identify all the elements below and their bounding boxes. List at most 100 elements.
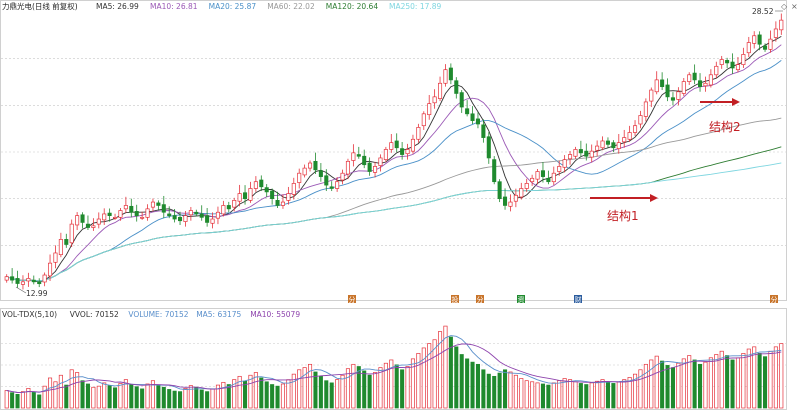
volume-bar-down xyxy=(167,389,172,409)
candle-down xyxy=(107,212,112,216)
volume-bar-down xyxy=(140,388,145,409)
volume-bar-up xyxy=(687,355,692,409)
candle-down xyxy=(31,279,36,283)
candle-up xyxy=(719,59,724,65)
candle-up xyxy=(221,205,226,215)
candle-down xyxy=(584,150,589,157)
candle-down xyxy=(15,278,20,284)
volume-bar-up xyxy=(719,350,724,409)
legend-item: MA60: 22.02 xyxy=(267,2,315,11)
candle-up xyxy=(779,19,784,31)
volume-bar-up xyxy=(389,359,394,409)
volume-bar-up xyxy=(291,373,296,409)
legend-item: VVOL: 70152 xyxy=(70,310,119,319)
candle-down xyxy=(324,175,329,186)
volume-bar-up xyxy=(123,379,128,409)
candle-down xyxy=(172,215,177,220)
candle-up xyxy=(562,159,567,168)
volume-bar-down xyxy=(356,366,361,409)
chart-title: 力鼎光电(日线 前复权) xyxy=(2,1,78,11)
event-marker-label: 分 xyxy=(349,295,356,304)
volume-bar-down xyxy=(492,375,497,409)
ma20-line xyxy=(6,60,782,282)
volume-bar-down xyxy=(665,365,670,409)
candle-down xyxy=(540,170,545,177)
volume-bars xyxy=(4,325,784,409)
candle-down xyxy=(270,190,275,200)
event-marker-label: 分 xyxy=(477,295,484,304)
restore-icon[interactable]: ◇ xyxy=(781,2,788,11)
candle-up xyxy=(752,35,757,44)
volume-bar-down xyxy=(448,336,453,409)
candle-up xyxy=(237,193,242,202)
event-marker xyxy=(476,295,484,303)
candle-down xyxy=(465,108,470,115)
svg-text:结构1: 结构1 xyxy=(607,208,639,223)
candle-down xyxy=(275,200,280,206)
volume-bar-up xyxy=(26,387,31,409)
volume-bar-down xyxy=(611,383,616,409)
candle-up xyxy=(687,74,692,82)
volume-bar-down xyxy=(481,369,486,409)
volume-bar-down xyxy=(459,354,464,409)
volume-bar-down xyxy=(546,384,551,409)
volume-bar-down xyxy=(243,380,248,409)
volume-bar-down xyxy=(129,384,134,409)
volume-bar-down xyxy=(503,369,508,409)
candle-up xyxy=(654,79,659,93)
candle-down xyxy=(665,84,670,98)
volume-bar-up xyxy=(703,361,708,409)
volume-grid xyxy=(1,343,786,387)
volume-bar-up xyxy=(183,387,188,409)
candle-up xyxy=(145,208,150,218)
candle-up xyxy=(600,140,605,149)
volume-bar-down xyxy=(264,381,269,409)
candle-up xyxy=(389,142,394,150)
event-marker-label: 资 xyxy=(518,295,525,304)
event-marker xyxy=(574,295,582,303)
candle-up xyxy=(405,149,410,155)
volume-bar-up xyxy=(714,354,719,409)
candle-down xyxy=(362,155,367,166)
candle-up xyxy=(113,216,118,219)
close-icon[interactable]: × xyxy=(791,2,798,11)
candle-up xyxy=(551,172,556,183)
candle-down xyxy=(578,149,583,154)
volume-bar-down xyxy=(394,364,399,409)
volume-bar-up xyxy=(622,379,627,409)
candle-up xyxy=(91,225,96,228)
volume-bar-down xyxy=(156,384,161,409)
candle-up xyxy=(183,215,188,222)
volume-legend: VOL-TDX(5,10) VVOL: 70152 VOLUME: 70152 MA5… xyxy=(2,310,300,319)
volume-bar-up xyxy=(280,383,285,409)
legend-item: VOL-TDX(5,10) xyxy=(2,310,57,319)
volume-bar-up xyxy=(427,343,432,409)
candle-up xyxy=(622,137,627,143)
volume-bar-down xyxy=(324,380,329,409)
volume-bar-up xyxy=(188,385,193,409)
candle-up xyxy=(4,276,9,281)
volume-bar-up xyxy=(150,380,155,409)
candle-up xyxy=(75,215,80,226)
candle-down xyxy=(470,113,475,121)
volume-bar-up xyxy=(752,346,757,409)
volume-bar-down xyxy=(205,391,210,409)
candle-up xyxy=(280,201,285,206)
volume-bar-up xyxy=(210,388,215,409)
event-marker-label: 财 xyxy=(575,295,582,304)
candle-down xyxy=(730,61,735,69)
legend-item: VOLUME: 70152 xyxy=(128,310,188,319)
volume-bar-up xyxy=(633,373,638,409)
volume-bar-up xyxy=(42,385,47,409)
candle-up xyxy=(42,274,47,283)
volume-bar-up xyxy=(708,357,713,409)
candle-down xyxy=(259,179,264,188)
volume-bar-down xyxy=(64,384,69,409)
candle-up xyxy=(557,166,562,172)
svg-text:结构2: 结构2 xyxy=(709,119,741,134)
legend-item: MA250: 17.89 xyxy=(389,2,442,11)
volume-bar-up xyxy=(58,374,63,409)
candle-up xyxy=(676,91,681,100)
event-marker-label: 投 xyxy=(452,295,459,304)
candle-up xyxy=(118,210,123,218)
